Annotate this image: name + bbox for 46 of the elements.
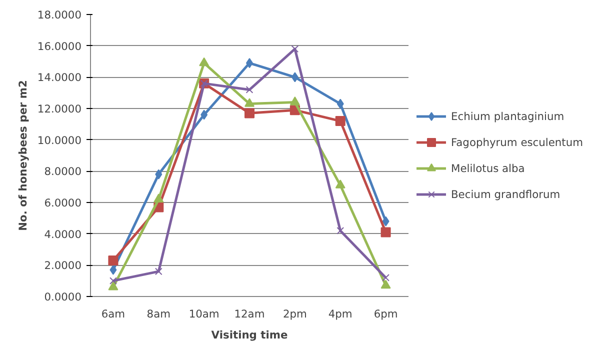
point — [199, 57, 210, 66]
point — [110, 264, 117, 275]
point — [380, 280, 391, 289]
y-tick-label: 6.0000 — [44, 196, 82, 210]
point — [382, 274, 390, 282]
point — [335, 116, 346, 126]
x-axis-title: Visiting time — [211, 328, 288, 342]
y-tick-label: 12.0000 — [37, 102, 82, 116]
legend-label: Echium plantaginium — [451, 109, 564, 123]
point — [291, 72, 298, 82]
point — [154, 194, 164, 202]
point — [290, 96, 300, 106]
legend-label: Fagophyrum esculentum — [451, 135, 583, 149]
y-tick-label: 10.0000 — [37, 134, 82, 147]
point — [382, 216, 390, 226]
x-tick-label: 6am — [101, 308, 126, 320]
y-tick-label: 0.0000 — [44, 290, 82, 304]
point — [246, 86, 254, 94]
x-tick-label: 8am — [146, 308, 170, 320]
x-tick-label: 4pm — [328, 308, 352, 320]
x-tick-label: 12am — [234, 308, 265, 320]
point — [108, 255, 118, 266]
y-tick-label: 8.0000 — [44, 165, 82, 178]
x-tick-label: 10am — [188, 308, 220, 320]
point — [110, 277, 117, 285]
x-tick-label: 2pm — [282, 308, 307, 320]
y-tick-label: 14.0000 — [37, 71, 82, 84]
point — [108, 281, 118, 290]
point — [291, 45, 299, 53]
point — [335, 180, 346, 188]
point — [336, 227, 344, 234]
y-axis-title: No. of honeybees per m2 — [16, 80, 30, 231]
y-tick-label: 16.0000 — [37, 40, 82, 53]
y-tick-label: 2.0000 — [44, 259, 82, 272]
y-tick-label: 18.0000 — [37, 8, 82, 22]
point — [155, 169, 162, 180]
point — [380, 227, 391, 238]
point — [336, 98, 344, 109]
x-tick-label: 6pm — [374, 308, 398, 320]
point — [244, 108, 254, 118]
point — [154, 268, 162, 276]
point — [244, 98, 254, 107]
point — [200, 110, 208, 120]
y-tick-label: 4.0000 — [44, 228, 82, 241]
legend-label: Becium grandflorum — [451, 187, 560, 201]
legend-label: Melilotus alba — [451, 161, 525, 175]
